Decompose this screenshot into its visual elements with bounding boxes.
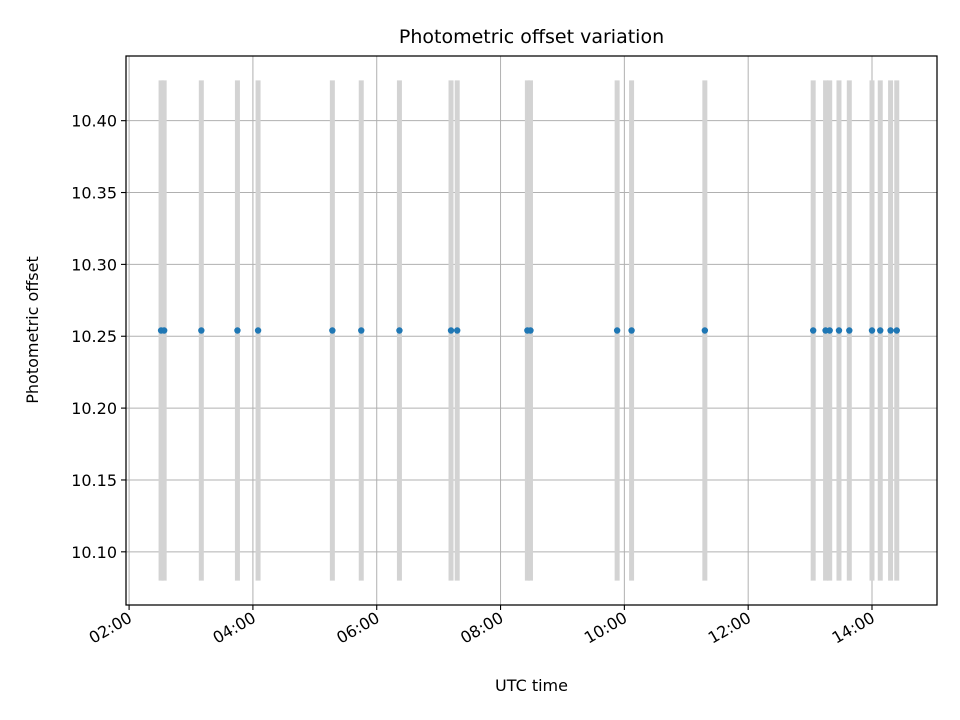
y-tick-label: 10.35 [71,184,117,203]
data-point [893,327,900,334]
y-axis-title: Photometric offset [23,256,42,404]
data-point [329,327,336,334]
chart-title: Photometric offset variation [399,26,664,48]
data-point [826,327,833,334]
data-point [868,327,876,334]
y-tick-label: 10.15 [71,471,117,490]
data-point [628,327,635,334]
data-point [887,327,894,334]
data-point [877,327,884,334]
y-tick-label: 10.20 [71,399,117,418]
y-tick-label: 10.30 [71,255,117,274]
data-point [701,327,709,334]
x-axis-title: UTC time [495,676,568,695]
data-point [527,327,534,334]
y-tick-label: 10.10 [71,543,117,562]
y-tick-label: 10.25 [71,327,117,346]
data-point [198,327,205,334]
y-tick-label: 10.40 [71,112,117,131]
data-point [454,327,461,334]
data-point [809,327,817,334]
data-point [447,327,455,334]
plot-frame [125,55,938,606]
data-points [157,327,900,334]
data-point [254,327,262,334]
data-point [358,327,365,334]
data-point [835,327,843,334]
data-point [613,327,621,334]
data-point [846,327,853,334]
data-point [234,327,241,334]
data-point [396,327,403,334]
data-point [160,327,168,334]
